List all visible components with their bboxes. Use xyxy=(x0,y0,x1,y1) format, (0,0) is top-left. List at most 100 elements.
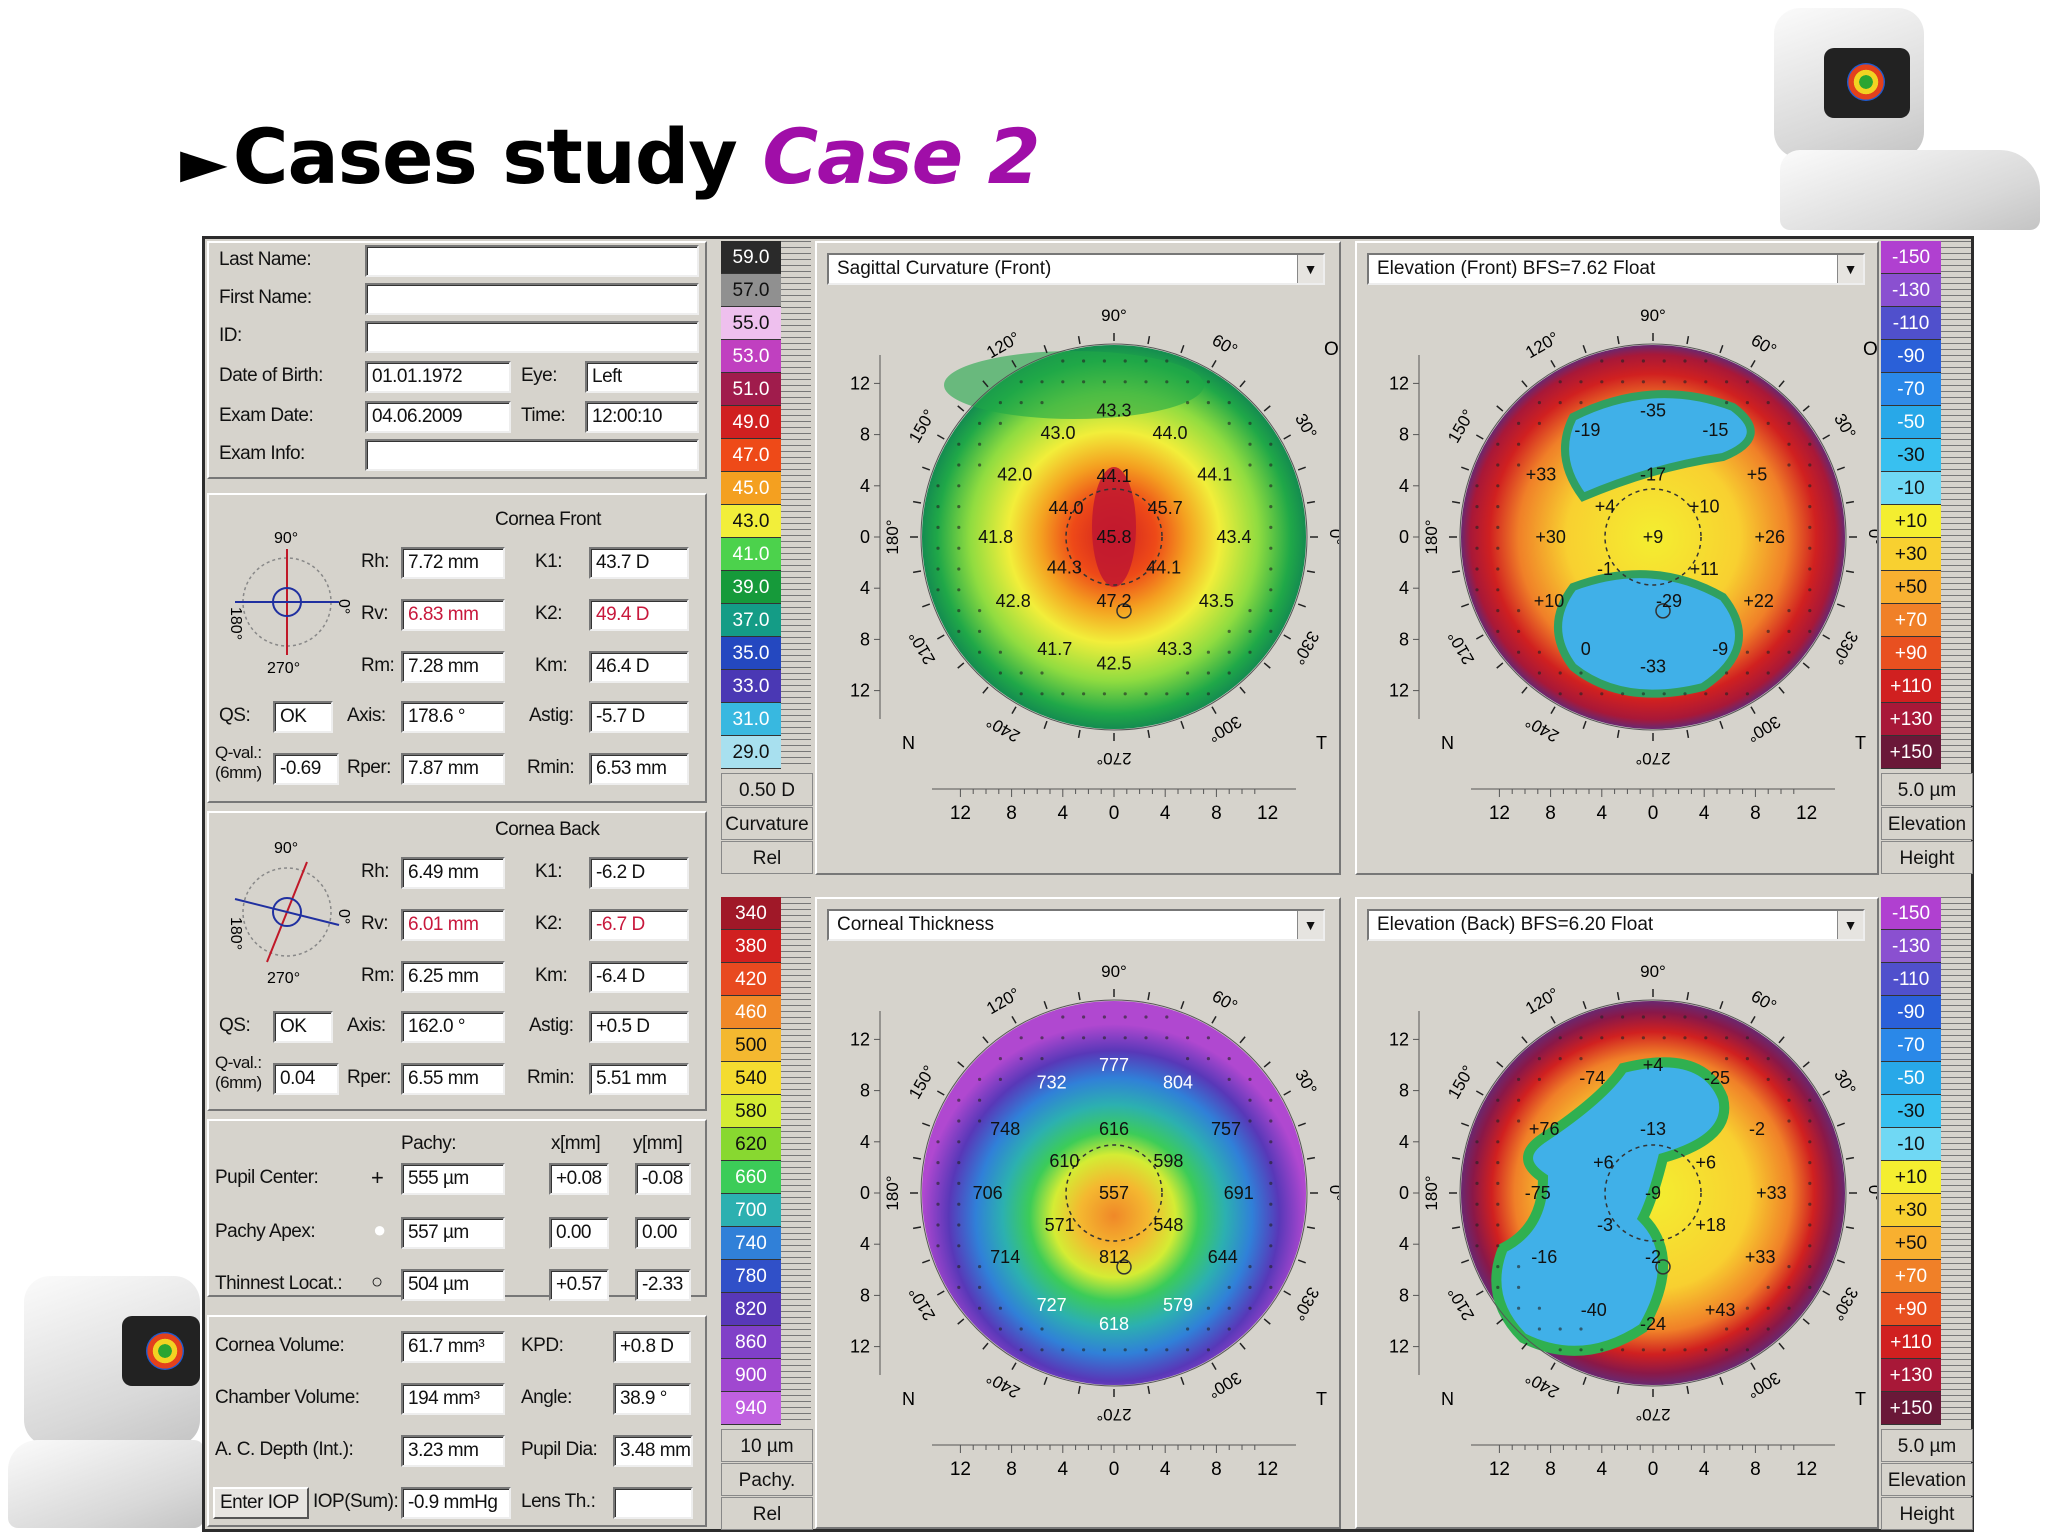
sagittal-curvature-map-selector[interactable]: Sagittal Curvature (Front) ▼ xyxy=(827,253,1325,285)
scale-cell: 380 xyxy=(721,930,781,963)
map-value-label: 43.3 xyxy=(1096,401,1131,421)
axis-270-label: 270° xyxy=(267,660,300,677)
scale-cell: +50 xyxy=(1881,1227,1941,1260)
map-value-label: -24 xyxy=(1640,1314,1666,1334)
lens-thickness-label: Lens Th.: xyxy=(521,1491,596,1512)
map-value-label: 44.1 xyxy=(1197,465,1232,485)
chamber-volume-field: 194 mm³ xyxy=(401,1383,505,1415)
nasal-label: N xyxy=(1441,733,1454,753)
front-axis-label: Axis: xyxy=(347,705,386,726)
front-k2-field: 49.4 D xyxy=(589,599,689,631)
elevation-back-map-selector[interactable]: Elevation (Back) BFS=6.20 Float ▼ xyxy=(1367,909,1865,941)
thinnest-location-marker xyxy=(1116,603,1132,619)
back-qval-label: Q-val.: xyxy=(215,1053,262,1072)
angle-label: 300° xyxy=(1744,712,1784,746)
scale-cell: 45.0 xyxy=(721,472,781,505)
map-value-label: 44.1 xyxy=(1096,466,1131,486)
map-value-label: 777 xyxy=(1099,1055,1129,1075)
y-axis-tick-label: 4 xyxy=(860,578,870,598)
angle-label: 60° xyxy=(1748,331,1780,360)
angle-label: 240° xyxy=(1522,712,1562,746)
scale-cell: 860 xyxy=(721,1326,781,1359)
corneal-thickness-map-selector[interactable]: Corneal Thickness ▼ xyxy=(827,909,1325,941)
x-axis-tick-label: 12 xyxy=(1796,1459,1817,1480)
pachy-apex-pachy-field: 557 µm xyxy=(401,1217,505,1249)
front-km-field: 46.4 D xyxy=(589,651,689,683)
curvature-scale-name[interactable]: Curvature xyxy=(721,807,813,840)
time-field[interactable]: 12:00:10 xyxy=(585,401,699,433)
angle-label: 180° xyxy=(883,1175,902,1210)
back-astig-label: Astig: xyxy=(529,1015,574,1036)
y-axis-tick-label: 12 xyxy=(850,1029,870,1049)
scale-cell: -70 xyxy=(1881,373,1941,406)
back-k2-label: K2: xyxy=(535,913,563,934)
plus-marker-icon: + xyxy=(371,1165,384,1190)
scale-cell: 39.0 xyxy=(721,571,781,604)
pachy-scale-mode[interactable]: Rel xyxy=(721,1497,813,1530)
x-axis-tick-label: 4 xyxy=(1160,1459,1171,1480)
angle-label: 180° xyxy=(1422,519,1441,554)
dob-label: Date of Birth: xyxy=(219,365,323,386)
y-axis-tick-label: 0 xyxy=(1399,527,1409,547)
back-rh-label: Rh: xyxy=(361,861,390,882)
pachy-scale-name[interactable]: Pachy. xyxy=(721,1463,813,1496)
y-axis-tick-label: 0 xyxy=(1399,1183,1409,1203)
exam-info-field[interactable] xyxy=(365,439,699,471)
scale-cell: 620 xyxy=(721,1128,781,1161)
topographer-device-image-top xyxy=(1774,8,1924,198)
map-value-label: 557 xyxy=(1099,1183,1129,1203)
enter-iop-button[interactable]: Enter IOP xyxy=(213,1487,309,1519)
elevation-front-scale-mode[interactable]: Height xyxy=(1881,841,1973,874)
scale-cell: 31.0 xyxy=(721,703,781,736)
cornea-back-axis-diagram: 90° 180° 0° 270° xyxy=(227,840,352,987)
axis-0-label: 0° xyxy=(335,599,352,614)
elevation-front-scale-name[interactable]: Elevation xyxy=(1881,807,1973,840)
thinnest-location-marker xyxy=(1655,1259,1671,1275)
x-axis-tick-label: 4 xyxy=(1058,803,1069,824)
map-value-label: 714 xyxy=(990,1247,1020,1267)
map-value-label: +11 xyxy=(1690,559,1719,579)
eye-label: Eye: xyxy=(521,365,558,386)
map-value-label: 727 xyxy=(1037,1295,1067,1315)
curvature-scale-mode[interactable]: Rel xyxy=(721,841,813,874)
map-value-label: -15 xyxy=(1702,420,1728,440)
chamber-volume-label: Chamber Volume: xyxy=(215,1387,360,1408)
elevation-back-scale-name[interactable]: Elevation xyxy=(1881,1463,1973,1496)
scale-cell: +130 xyxy=(1881,1359,1941,1392)
scale-cell: 820 xyxy=(721,1293,781,1326)
front-astig-field: -5.7 D xyxy=(589,701,689,733)
dob-field[interactable]: 01.01.1972 xyxy=(365,361,511,393)
chevron-down-icon[interactable]: ▼ xyxy=(1297,255,1323,283)
elevation-front-map-selector[interactable]: Elevation (Front) BFS=7.62 Float ▼ xyxy=(1367,253,1865,285)
exam-date-field[interactable]: 04.06.2009 xyxy=(365,401,511,433)
eye-field[interactable]: Left xyxy=(585,361,699,393)
steep-zone xyxy=(1092,467,1136,587)
temporal-label: T xyxy=(1316,1389,1327,1409)
last-name-field[interactable] xyxy=(365,245,699,277)
y-axis-tick-label: 4 xyxy=(1399,476,1409,496)
scale-cell: 500 xyxy=(721,1029,781,1062)
angle-label: 210° xyxy=(1444,1284,1478,1324)
elevation-back-scale-mode[interactable]: Height xyxy=(1881,1497,1973,1530)
map-value-label: 45.7 xyxy=(1148,498,1183,518)
measurement-dots xyxy=(936,1015,1273,1352)
map-value-label: 44.3 xyxy=(1047,557,1082,577)
front-rmin-field: 6.53 mm xyxy=(589,753,689,785)
angle-label: 240° xyxy=(983,712,1023,746)
id-field[interactable] xyxy=(365,321,699,353)
chevron-down-icon[interactable]: ▼ xyxy=(1837,255,1863,283)
angle-label: 0° xyxy=(1865,529,1877,545)
chevron-down-icon[interactable]: ▼ xyxy=(1837,911,1863,939)
first-name-field[interactable] xyxy=(365,283,699,315)
first-name-label: First Name: xyxy=(219,287,312,308)
chevron-down-icon[interactable]: ▼ xyxy=(1297,911,1323,939)
scale-cell: 780 xyxy=(721,1260,781,1293)
scale-cell: 580 xyxy=(721,1095,781,1128)
scale-cell: 53.0 xyxy=(721,340,781,373)
back-axis-label: Axis: xyxy=(347,1015,386,1036)
map-value-label: +33 xyxy=(1745,1247,1776,1267)
iop-field[interactable]: -0.9 mmHg xyxy=(401,1487,511,1519)
front-rv-field: 6.83 mm xyxy=(401,599,505,631)
x-axis-tick-label: 4 xyxy=(1699,1459,1710,1480)
angle-label: 90° xyxy=(1640,962,1666,981)
